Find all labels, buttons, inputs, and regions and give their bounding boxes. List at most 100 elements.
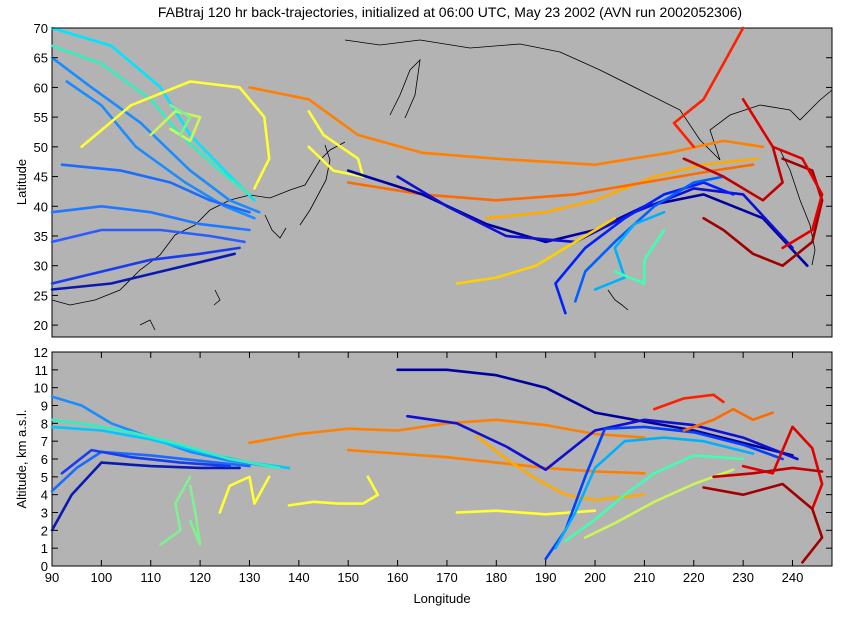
- coastline-korea: [264, 214, 287, 239]
- map-panel: 20 25 30 35 40 45 50 55 60 65 70 Latitude: [14, 21, 833, 338]
- map-trajectory-11: [169, 104, 192, 137]
- altitude-trajectory-19: [583, 468, 735, 539]
- map-trajectory-20: [593, 210, 666, 291]
- map-trajectory-5: [50, 205, 251, 232]
- altitude-trajectory-16: [544, 425, 784, 561]
- altitude-trajectory-24: [712, 466, 824, 479]
- altitude-trajectory-12: [475, 434, 646, 502]
- map-ytick-label: 50: [34, 140, 48, 155]
- altitude-trajectory-15: [406, 414, 799, 471]
- coastline-alaska: [559, 51, 833, 161]
- altitude-xlabel: Longitude: [413, 591, 470, 606]
- altitude-xtick-label: 160: [387, 570, 409, 585]
- map-ytick-label: 45: [34, 170, 48, 185]
- altitude-xtick-label: 150: [337, 570, 359, 585]
- altitude-trajectory-13: [455, 509, 597, 516]
- altitude-xtick-label: 220: [683, 570, 705, 585]
- map-trajectory-10: [149, 109, 202, 143]
- altitude-trajectory-8: [218, 475, 271, 514]
- altitude-trajectory-2: [50, 418, 281, 470]
- altitude-trajectory-3: [50, 450, 251, 493]
- altitude-ytick-label: 9: [41, 399, 48, 414]
- map-trajectory-17: [396, 175, 794, 250]
- altitude-x-axis: 90 100 110 120 130 140 150 160 170 180 190 200 210 22…: [45, 352, 804, 585]
- altitude-trajectory-5: [60, 448, 231, 475]
- coastline-philippines: [139, 319, 156, 331]
- map-trajectory-26: [682, 145, 784, 202]
- altitude-trajectory-18: [564, 454, 745, 543]
- map-ytick-label: 70: [34, 21, 48, 36]
- map-ytick-label: 25: [34, 288, 48, 303]
- altitude-xtick-label: 140: [288, 570, 310, 585]
- altitude-xtick-label: 90: [45, 570, 59, 585]
- coastline-siberia: [344, 39, 561, 53]
- chart-title: FABtraj 120 hr back-trajectories, initia…: [158, 4, 742, 20]
- altitude-trajectory-11: [346, 448, 646, 475]
- map-trajectory-3: [65, 80, 256, 220]
- map-ytick-label: 30: [34, 259, 48, 274]
- map-trajectory-7: [50, 246, 241, 285]
- altitude-xtick-label: 240: [782, 570, 804, 585]
- altitude-xtick-label: 200: [584, 570, 606, 585]
- map-trajectory-23: [702, 157, 824, 267]
- altitude-ytick-label: 0: [41, 559, 48, 574]
- altitude-ytick-label: 2: [41, 523, 48, 538]
- coastline-japan: [299, 144, 331, 226]
- altitude-trajectory-9: [287, 475, 380, 507]
- altitude-ytick-label: 3: [41, 506, 48, 521]
- coastline-kamchatka: [389, 58, 421, 119]
- altitude-plot-area: [51, 351, 833, 567]
- map-ytick-label: 55: [34, 110, 48, 125]
- altitude-ylabel: Altitude, km a.s.l.: [14, 410, 29, 509]
- altitude-xtick-label: 110: [140, 570, 161, 585]
- altitude-xtick-label: 230: [732, 570, 754, 585]
- altitude-xtick-label: 190: [535, 570, 557, 585]
- altitude-ytick-label: 12: [34, 345, 48, 360]
- altitude-trajectory-10: [248, 418, 646, 445]
- altitude-trajectory-23: [702, 482, 824, 564]
- altitude-ytick-label: 8: [41, 416, 48, 431]
- coastline-asia: [51, 141, 346, 306]
- map-trajectory-8: [50, 252, 236, 291]
- map-trajectories: [50, 26, 824, 315]
- map-ytick-label: 65: [34, 51, 48, 66]
- map-trajectory-18: [554, 181, 735, 315]
- map-trajectory-12: [248, 86, 765, 166]
- map-y-axis: 20 25 30 35 40 45 50 55 60 65 70: [34, 21, 832, 333]
- altitude-trajectory-14: [396, 368, 794, 457]
- altitude-trajectory-17: [554, 436, 755, 550]
- altitude-xtick-label: 130: [239, 570, 261, 585]
- map-trajectory-24: [741, 98, 824, 250]
- altitude-xtick-label: 120: [189, 570, 211, 585]
- altitude-ytick-label: 6: [41, 452, 48, 467]
- map-ytick-label: 40: [34, 199, 48, 214]
- altitude-trajectory-6: [159, 475, 192, 546]
- map-trajectory-22: [455, 216, 617, 285]
- altitude-ytick-label: 5: [41, 470, 48, 485]
- coastline-taiwan: [213, 289, 221, 306]
- coastline-na-west: [779, 149, 816, 266]
- map-ytick-label: 60: [34, 80, 48, 95]
- altitude-xtick-label: 210: [634, 570, 656, 585]
- map-trajectory-6: [50, 228, 246, 244]
- map-trajectory-25: [672, 26, 745, 149]
- map-trajectory-9: [80, 80, 271, 190]
- altitude-xtick-label: 100: [91, 570, 113, 585]
- map-trajectory-4: [60, 163, 251, 214]
- map-ytick-label: 20: [34, 318, 48, 333]
- map-ytick-label: 35: [34, 229, 48, 244]
- altitude-ytick-label: 4: [41, 488, 48, 503]
- map-trajectory-13: [485, 157, 760, 220]
- altitude-trajectory-21: [653, 393, 725, 411]
- altitude-ytick-label: 7: [41, 434, 48, 449]
- map-trajectory-1: [50, 44, 251, 196]
- altitude-xtick-label: 180: [485, 570, 507, 585]
- map-trajectory-15: [307, 109, 365, 178]
- altitude-xtick-label: 170: [436, 570, 458, 585]
- altitude-ytick-label: 10: [34, 381, 48, 396]
- altitude-trajectories: [50, 368, 824, 564]
- altitude-trajectory-4: [50, 461, 241, 532]
